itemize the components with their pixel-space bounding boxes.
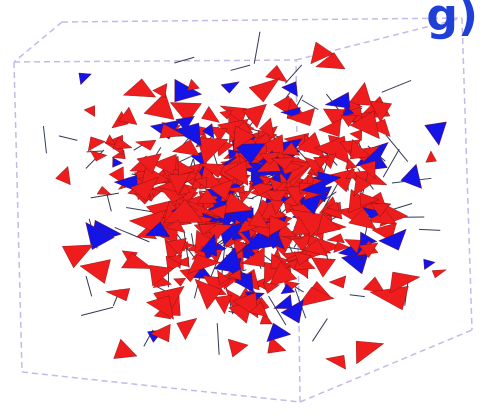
- tetrahedron-face: [153, 84, 167, 98]
- tetrahedron-face: [114, 339, 137, 359]
- tetrahedron-face: [202, 106, 220, 122]
- box-edge: [14, 60, 296, 62]
- tetrahedron-face: [175, 79, 202, 102]
- bond: [382, 80, 411, 92]
- tetrahedron-face: [267, 323, 291, 342]
- tetrahedron-face: [187, 79, 199, 90]
- tetrahedron-face: [325, 92, 350, 108]
- tetrahedron-face: [401, 164, 422, 188]
- tetrahedron-face: [221, 82, 240, 94]
- tetrahedron-face: [432, 270, 446, 278]
- tetrahedron-face: [79, 73, 92, 85]
- box-edge: [14, 62, 22, 372]
- bond: [285, 65, 301, 83]
- bond: [59, 136, 78, 140]
- tetrahedron-face: [106, 288, 130, 301]
- bond: [419, 229, 440, 230]
- tetrahedron-face: [215, 295, 232, 314]
- bond: [231, 65, 250, 70]
- bond: [383, 149, 399, 177]
- tetrahedron-face: [327, 234, 345, 243]
- tetrahedra-cluster: [43, 32, 446, 370]
- tetrahedron-face: [356, 341, 384, 364]
- tetrahedron-face: [90, 151, 107, 162]
- tetrahedron-face: [177, 318, 197, 340]
- bond: [86, 276, 92, 296]
- tetrahedron-face: [425, 122, 447, 145]
- caption-fragment: g): [426, 0, 478, 41]
- tetrahedron-face: [424, 259, 436, 270]
- tetrahedron-face: [84, 106, 95, 117]
- tetrahedron-face: [329, 276, 346, 288]
- bond: [350, 295, 365, 297]
- tetrahedron-face: [312, 258, 336, 278]
- tetrahedron-face: [249, 78, 279, 102]
- box-edge: [62, 18, 462, 22]
- tetrahedron-face: [56, 166, 71, 184]
- page: g) (() => { const data = JSON.parse(docu…: [0, 0, 485, 418]
- tetrahedron-face: [123, 79, 155, 97]
- tetrahedron-face: [426, 151, 437, 163]
- bond: [254, 32, 260, 64]
- bond: [217, 323, 219, 355]
- tetrahedron-face: [350, 130, 362, 141]
- simulation-image: g): [0, 0, 485, 418]
- box-edge: [14, 22, 62, 62]
- bond: [302, 100, 318, 110]
- bond: [312, 319, 327, 342]
- bond: [81, 307, 113, 315]
- bond: [386, 135, 408, 162]
- tetrahedron-face: [274, 295, 292, 309]
- box-edge: [22, 372, 300, 402]
- tetrahedron-face: [88, 137, 105, 151]
- tetrahedron-face: [174, 278, 186, 286]
- bond: [43, 126, 46, 153]
- tetrahedron-face: [136, 140, 157, 150]
- tetrahedron-face: [113, 158, 123, 168]
- tetrahedron-face: [263, 283, 280, 294]
- tetrahedron-face: [326, 355, 346, 369]
- box-edge: [462, 18, 472, 330]
- tetrahedron-face: [319, 119, 341, 137]
- box-edge: [300, 330, 472, 402]
- tetrahedron-face: [80, 260, 111, 284]
- tetrahedron-face: [282, 82, 298, 97]
- tetrahedron-face: [97, 186, 111, 194]
- tetrahedron-face: [228, 339, 248, 357]
